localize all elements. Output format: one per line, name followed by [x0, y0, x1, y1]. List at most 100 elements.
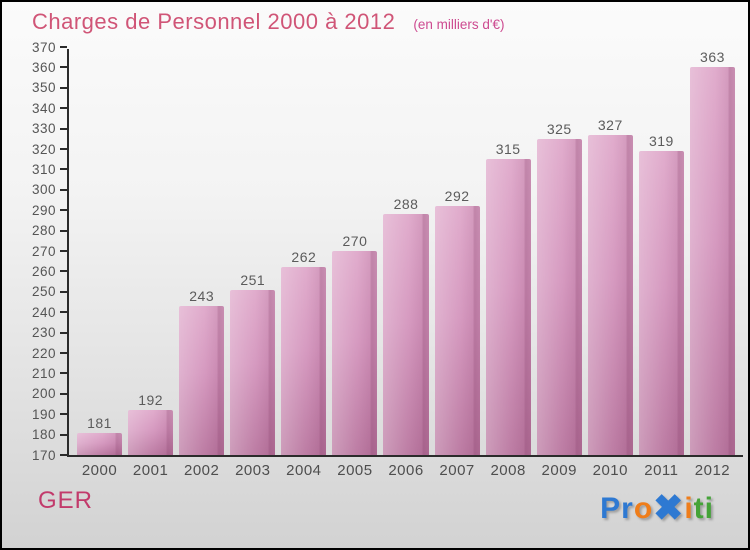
- y-tick-label: 260: [31, 263, 56, 279]
- y-tick-label: 190: [31, 406, 56, 422]
- x-tick-label: 2005: [337, 462, 373, 479]
- y-axis-tick: 210: [9, 365, 67, 381]
- bar[interactable]: [281, 267, 327, 455]
- y-tick-label: 240: [31, 304, 56, 320]
- y-tick-mark: [60, 433, 67, 436]
- y-tick-label: 340: [31, 100, 56, 116]
- y-tick-mark: [60, 66, 67, 69]
- x-tick-label: 2006: [388, 462, 424, 479]
- y-tick-label: 370: [31, 39, 56, 55]
- bar-slot: 192 2001: [128, 49, 174, 479]
- bar-slot: 319 2011: [638, 49, 684, 479]
- bar-slot: 292 2007: [434, 49, 480, 479]
- y-axis-tick: 270: [9, 243, 67, 259]
- y-axis-tick: 220: [9, 345, 67, 361]
- bar[interactable]: [689, 67, 736, 455]
- bar[interactable]: [128, 410, 174, 455]
- bar-slot: 288 2006: [383, 49, 429, 479]
- bar-value-label: 192: [138, 392, 164, 409]
- bar-slot: 251 2003: [230, 49, 276, 479]
- x-tick-label: 2008: [490, 462, 526, 479]
- y-tick-mark: [60, 454, 67, 456]
- y-tick-mark: [60, 352, 67, 354]
- y-tick-label: 210: [31, 365, 56, 381]
- bar-slot: 325 2009: [536, 49, 582, 479]
- bar-value-label: 270: [342, 233, 368, 249]
- x-tick-label: 2000: [81, 462, 118, 479]
- bar-value-label: 315: [495, 141, 521, 158]
- logo-letter: P: [600, 492, 622, 525]
- bar[interactable]: [332, 251, 378, 455]
- y-axis-tick: 350: [9, 80, 67, 96]
- bar[interactable]: [230, 289, 276, 455]
- bar-value-label: 251: [240, 271, 266, 288]
- y-axis-tick: 300: [9, 182, 67, 198]
- y-axis-tick: 330: [9, 121, 67, 137]
- bar[interactable]: [536, 138, 582, 455]
- x-tick-label: 2009: [541, 462, 577, 479]
- y-tick-mark: [60, 148, 67, 150]
- y-tick-mark: [60, 209, 67, 212]
- bar[interactable]: [485, 159, 531, 455]
- x-tick-label: 2002: [184, 462, 220, 479]
- x-tick-label: 2003: [235, 462, 271, 479]
- bar[interactable]: [179, 306, 225, 455]
- bar[interactable]: [77, 432, 123, 455]
- y-tick-label: 270: [31, 243, 56, 259]
- y-tick-mark: [60, 229, 67, 232]
- bar-value-label: 262: [291, 249, 317, 266]
- bar-slot: 327 2010: [587, 49, 633, 479]
- y-tick-mark: [60, 188, 67, 191]
- y-axis-tick: 250: [9, 284, 67, 300]
- y-axis-tick: 260: [9, 263, 67, 279]
- bar-value-label: 363: [700, 49, 725, 65]
- y-tick-label: 310: [31, 161, 56, 177]
- logo-letter: t: [693, 492, 705, 525]
- x-tick-label: 2007: [439, 462, 475, 479]
- logo-letter: r: [621, 492, 634, 525]
- x-tick-label: 2004: [286, 462, 322, 479]
- bar-value-label: 181: [87, 414, 112, 431]
- logo-letter: i: [704, 492, 714, 525]
- y-tick-mark: [60, 168, 67, 171]
- bar[interactable]: [434, 206, 480, 455]
- y-tick-mark: [60, 372, 67, 375]
- y-tick-mark: [60, 86, 67, 89]
- y-tick-label: 320: [31, 141, 56, 157]
- y-axis-tick: 340: [9, 100, 67, 116]
- y-axis-tick: 240: [9, 304, 67, 320]
- y-axis-tick: 200: [9, 386, 67, 402]
- y-tick-label: 250: [31, 284, 56, 300]
- y-tick-mark: [60, 290, 67, 293]
- y-axis-tick: 370: [9, 39, 67, 55]
- region-label: GER: [38, 487, 94, 514]
- logo-x-icon: ✖: [653, 486, 685, 528]
- y-tick-label: 180: [31, 427, 56, 443]
- bar-slot: 262 2004: [281, 49, 327, 479]
- y-tick-label: 330: [31, 121, 56, 137]
- y-tick-label: 200: [31, 386, 56, 402]
- chart-header: Charges de Personnel 2000 à 2012 (en mil…: [32, 9, 504, 35]
- y-axis-tick: 320: [9, 141, 67, 157]
- y-axis-tick: 190: [9, 406, 67, 422]
- y-tick-label: 230: [31, 325, 56, 341]
- y-tick-label: 220: [31, 345, 56, 361]
- y-axis-tick: 230: [9, 325, 67, 341]
- bar[interactable]: [383, 214, 429, 455]
- chart-subtitle: (en milliers d'€): [413, 17, 505, 32]
- bars-container: 181 2000 192 2001 243 2002 251 2003 262 2004 270 20…: [69, 49, 743, 479]
- bar-value-label: 319: [648, 133, 674, 150]
- y-axis-tick: 180: [9, 427, 67, 443]
- bar-slot: 363 2012: [689, 49, 736, 479]
- y-tick-mark: [60, 127, 67, 130]
- y-axis-tick: 310: [9, 161, 67, 177]
- x-tick-label: 2001: [132, 462, 169, 479]
- x-tick-label: 2011: [644, 462, 679, 479]
- y-tick-mark: [60, 250, 67, 252]
- bar[interactable]: [587, 134, 633, 455]
- logo-letter: i: [684, 492, 694, 525]
- bar[interactable]: [638, 151, 684, 455]
- y-tick-mark: [60, 311, 67, 314]
